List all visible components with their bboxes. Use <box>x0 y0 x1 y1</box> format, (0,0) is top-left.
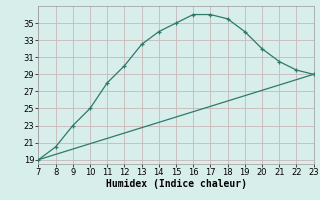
X-axis label: Humidex (Indice chaleur): Humidex (Indice chaleur) <box>106 179 246 189</box>
